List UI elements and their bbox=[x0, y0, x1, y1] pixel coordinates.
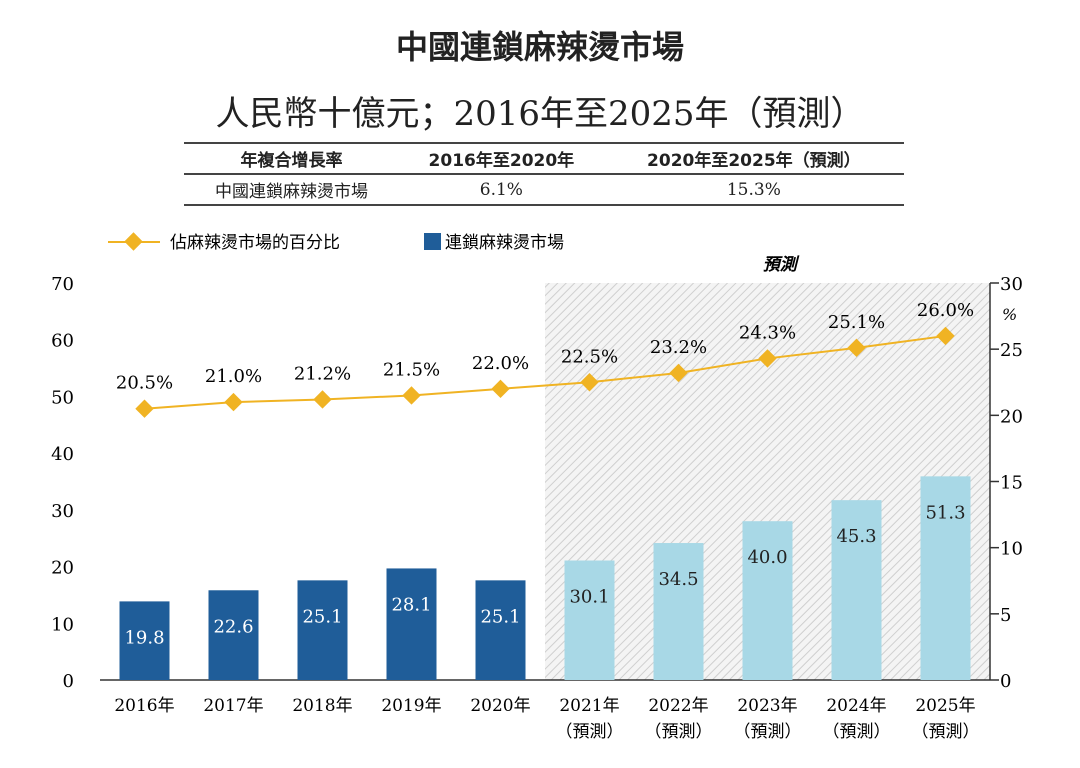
line-point bbox=[758, 349, 777, 368]
x-tick-label: 2021年 bbox=[559, 696, 619, 716]
left-axis-tick-label: 10 bbox=[51, 614, 74, 635]
left-axis-tick-label: 70 bbox=[51, 274, 74, 295]
bar bbox=[831, 500, 882, 680]
cagr-cell: 15.3% bbox=[603, 174, 904, 206]
legend-diamond-icon bbox=[124, 232, 143, 251]
bar-value-label: 25.1 bbox=[302, 606, 342, 627]
line-point bbox=[847, 338, 866, 358]
x-tick-sublabel: （預測） bbox=[556, 722, 624, 742]
line-point bbox=[135, 399, 154, 418]
cagr-table: 年複合增長率 2016年至2020年 2020年至2025年（預測） 中國連鎖麻… bbox=[184, 142, 904, 206]
chart-subtitle: 人民幣十億元；2016年至2025年（預測） bbox=[215, 94, 865, 134]
x-tick-label: 2024年 bbox=[826, 696, 886, 716]
line-point bbox=[580, 373, 599, 392]
bar-value-label: 30.1 bbox=[569, 587, 609, 608]
bar-value-label: 25.1 bbox=[480, 606, 520, 627]
line-value-label: 23.2% bbox=[650, 337, 707, 358]
right-axis-tick-label: 30 bbox=[1000, 274, 1023, 295]
legend-line-label: 佔麻辣燙市場的百分比 bbox=[170, 233, 340, 253]
x-tick-sublabel: （預測） bbox=[912, 722, 980, 742]
cagr-header: 年複合增長率 bbox=[184, 142, 400, 175]
line-value-label: 22.0% bbox=[472, 353, 529, 374]
x-tick-label: 2019年 bbox=[381, 696, 441, 716]
x-tick-sublabel: （預測） bbox=[823, 722, 891, 742]
right-axis-tick-label: 25 bbox=[1000, 340, 1023, 361]
left-axis-tick-label: 40 bbox=[51, 444, 74, 465]
line-point bbox=[669, 363, 688, 383]
bar-value-label: 51.3 bbox=[925, 502, 965, 523]
line-value-label: 22.5% bbox=[561, 346, 618, 367]
x-tick-label: 2023年 bbox=[737, 696, 797, 716]
x-tick-label: 2022年 bbox=[648, 696, 708, 716]
bar bbox=[475, 580, 526, 680]
line-point bbox=[313, 390, 332, 409]
bar bbox=[653, 543, 704, 680]
bar bbox=[386, 568, 437, 680]
legend-bar-label: 連鎖麻辣燙市場 bbox=[445, 233, 564, 253]
cagr-header-row: 年複合增長率 2016年至2020年 2020年至2025年（預測） bbox=[184, 142, 904, 175]
bar-value-label: 45.3 bbox=[836, 526, 876, 547]
bar-value-label: 28.1 bbox=[391, 594, 431, 615]
x-tick-label: 2020年 bbox=[470, 696, 530, 716]
bar bbox=[564, 560, 615, 680]
line-point bbox=[491, 379, 510, 399]
x-tick-label: 2018年 bbox=[292, 696, 352, 716]
bar bbox=[208, 590, 259, 680]
x-tick-label: 2017年 bbox=[203, 696, 263, 716]
forecast-label: 預測 bbox=[763, 255, 800, 275]
left-axis-tick-label: 30 bbox=[51, 501, 74, 522]
cagr-header: 2020年至2025年（預測） bbox=[603, 142, 904, 175]
line-value-label: 25.1% bbox=[828, 312, 885, 333]
cagr-cell: 中國連鎖麻辣燙市場 bbox=[184, 174, 400, 206]
right-axis-unit: % bbox=[1002, 305, 1017, 324]
cagr-cell: 6.1% bbox=[399, 174, 604, 206]
x-tick-sublabel: （預測） bbox=[734, 722, 802, 742]
line-value-label: 21.0% bbox=[205, 366, 262, 387]
right-axis-tick-label: 5 bbox=[1000, 605, 1011, 626]
line-point bbox=[936, 326, 955, 346]
bar-value-label: 34.5 bbox=[658, 569, 698, 590]
x-tick-sublabel: （預測） bbox=[645, 722, 713, 742]
right-axis-tick-label: 0 bbox=[1000, 671, 1011, 692]
right-axis-tick-label: 20 bbox=[1000, 406, 1023, 427]
bar-value-label: 22.6 bbox=[213, 616, 253, 637]
x-tick-label: 2016年 bbox=[114, 696, 174, 716]
left-axis-tick-label: 20 bbox=[51, 558, 74, 579]
bar-value-label: 40.0 bbox=[747, 547, 787, 568]
right-axis-tick-label: 10 bbox=[1000, 539, 1023, 560]
left-axis-tick-label: 60 bbox=[51, 331, 74, 352]
left-axis-tick-label: 50 bbox=[51, 387, 74, 408]
line-series bbox=[144, 334, 946, 410]
x-tick-label: 2025年 bbox=[915, 696, 975, 716]
chart-title: 中國連鎖麻辣燙市場 bbox=[395, 28, 684, 66]
left-axis-tick-label: 0 bbox=[63, 671, 74, 692]
right-axis-tick-label: 15 bbox=[1000, 473, 1023, 494]
line-value-label: 26.0% bbox=[917, 300, 974, 321]
legend-bar-swatch bbox=[424, 233, 441, 250]
bar bbox=[119, 601, 170, 680]
line-value-label: 24.3% bbox=[739, 322, 796, 343]
bar-value-label: 19.8 bbox=[124, 627, 164, 648]
line-value-label: 21.2% bbox=[294, 363, 351, 384]
bar bbox=[297, 580, 348, 680]
line-value-label: 21.5% bbox=[383, 359, 440, 380]
line-value-label: 20.5% bbox=[116, 373, 173, 394]
line-point bbox=[402, 386, 421, 405]
bar bbox=[742, 521, 793, 680]
cagr-header: 2016年至2020年 bbox=[399, 142, 604, 175]
cagr-row: 中國連鎖麻辣燙市場 6.1% 15.3% bbox=[184, 174, 904, 206]
bar bbox=[920, 476, 971, 680]
line-point bbox=[224, 392, 243, 412]
